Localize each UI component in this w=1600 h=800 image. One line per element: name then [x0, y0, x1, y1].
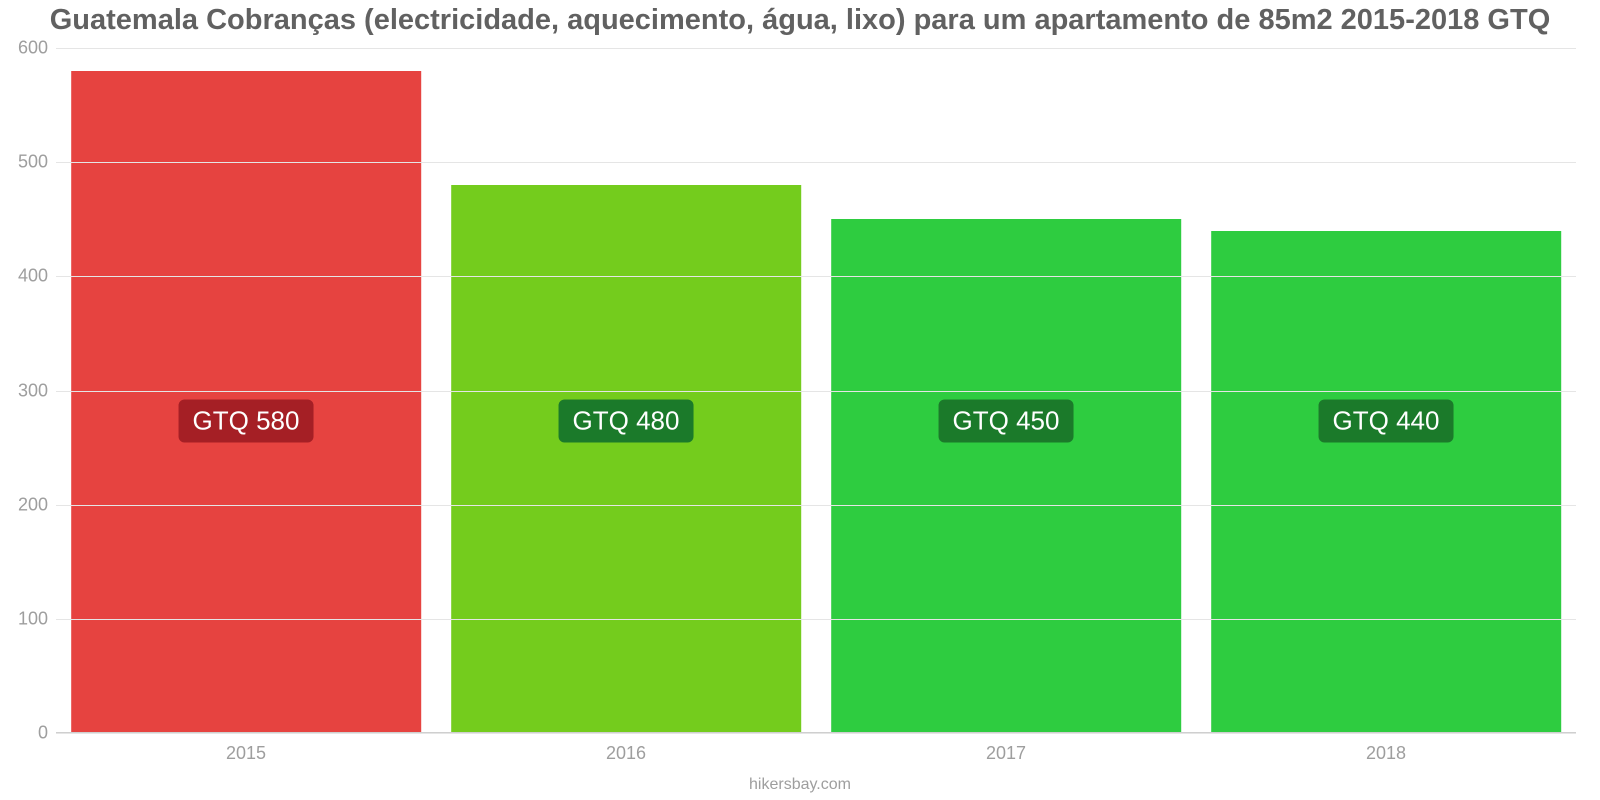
y-gridline — [56, 162, 1576, 163]
y-gridline — [56, 276, 1576, 277]
y-tick-label: 300 — [18, 380, 48, 401]
chart-title: Guatemala Cobranças (electricidade, aque… — [0, 4, 1600, 37]
y-tick-label: 200 — [18, 494, 48, 515]
plot-area: GTQ 5802015GTQ 4802016GTQ 4502017GTQ 440… — [56, 48, 1576, 733]
bar-value-label: GTQ 440 — [1319, 400, 1454, 443]
x-tick-label: 2016 — [606, 743, 646, 764]
y-tick-label: 0 — [38, 723, 48, 744]
bar-value-label: GTQ 480 — [559, 400, 694, 443]
y-tick-label: 400 — [18, 266, 48, 287]
bar — [1211, 231, 1561, 733]
y-gridline — [56, 505, 1576, 506]
y-gridline — [56, 48, 1576, 49]
bar-value-label: GTQ 450 — [939, 400, 1074, 443]
y-tick-label: 600 — [18, 38, 48, 59]
bar-value-label: GTQ 580 — [179, 400, 314, 443]
x-tick-label: 2017 — [986, 743, 1026, 764]
y-tick-label: 100 — [18, 608, 48, 629]
bar — [451, 185, 801, 733]
bar — [831, 219, 1181, 733]
y-tick-label: 500 — [18, 152, 48, 173]
x-tick-label: 2018 — [1366, 743, 1406, 764]
x-tick-label: 2015 — [226, 743, 266, 764]
y-gridline — [56, 391, 1576, 392]
bar-chart: Guatemala Cobranças (electricidade, aque… — [0, 0, 1600, 800]
y-gridline — [56, 733, 1576, 734]
y-gridline — [56, 619, 1576, 620]
chart-source: hikersbay.com — [0, 776, 1600, 794]
